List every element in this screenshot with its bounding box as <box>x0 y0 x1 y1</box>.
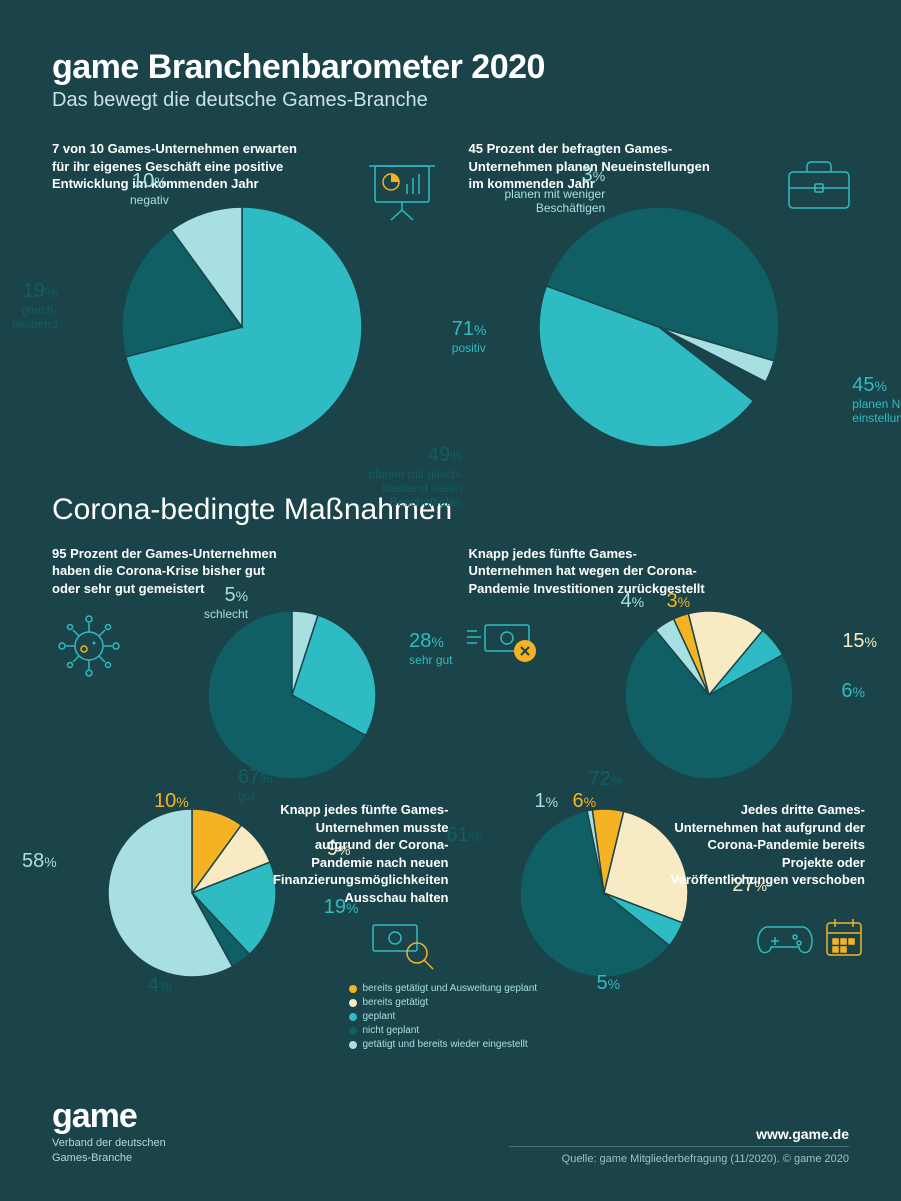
legend-item: geplant <box>349 1011 850 1022</box>
legend-item: bereits getätigt <box>349 997 850 1008</box>
gamepad-calendar-icon <box>757 909 865 963</box>
money-cancel-icon <box>465 619 543 667</box>
pie5-label-4: 58% <box>22 849 57 873</box>
pie5-label-0: 10% <box>154 789 189 813</box>
pie4: 3%15%6%72%4% <box>569 611 850 779</box>
pie5-blurb: Knapp jedes fünfte Games-Unternehmen mus… <box>259 801 449 906</box>
pie3-label-1: 67%gut <box>238 765 273 803</box>
pie6-label-4: 1% <box>535 789 559 813</box>
pie2-label-0: 45%planen Neu-einstellungen <box>852 373 901 426</box>
pie4-label-2: 6% <box>841 679 865 703</box>
virus-icon <box>48 605 130 687</box>
footer-divider <box>509 1146 849 1147</box>
logo: game <box>52 1097 166 1136</box>
pie6-label-0: 6% <box>573 789 597 813</box>
legend: bereits getätigt und Ausweitung geplant b… <box>349 983 850 1050</box>
pie1-label-1: 19%gleich-bleibend <box>12 279 57 332</box>
pie1-label-2: 10%negativ <box>130 169 169 207</box>
pie6-label-3: 61% <box>447 823 482 847</box>
pie4-label-1: 15% <box>842 629 877 653</box>
pie6-blurb: Jedes dritte Games-Unternehmen hat aufgr… <box>665 801 865 889</box>
pie4-label-4: 4% <box>621 589 645 613</box>
pie2-label-1: 49%planen mit gleich-bleibend vielenBesc… <box>369 443 463 510</box>
pie1-blurb: 7 von 10 Games-Unternehmen erwarten für … <box>52 140 312 193</box>
association-name: Verband der deutschenGames-Branche <box>52 1136 166 1165</box>
page-subtitle: Das bewegt die deutsche Games-Branche <box>52 89 849 112</box>
pie3: 28%sehr gut67%gut5%schlecht <box>152 611 433 779</box>
pie4-label-3: 72% <box>589 767 624 791</box>
legend-item: bereits getätigt und Ausweitung geplant <box>349 983 850 994</box>
pie2: 45%planen Neu-einstellungen49%planen mit… <box>469 207 850 447</box>
money-search-icon <box>367 919 441 971</box>
briefcase-icon <box>783 154 855 212</box>
legend-item: nicht geplant <box>349 1025 850 1036</box>
legend-item: getätigt und bereits wieder eingestellt <box>349 1039 850 1050</box>
page-title: game Branchenbarometer 2020 <box>52 48 849 87</box>
pie4-label-0: 3% <box>667 589 691 613</box>
pie3-label-0: 28%sehr gut <box>409 629 452 667</box>
pie1: 71%positiv19%gleich-bleibend10%negativ <box>52 207 433 447</box>
footer-url: www.game.de <box>509 1126 849 1142</box>
pie3-label-2: 5%schlecht <box>204 583 248 621</box>
pie2-label-2: 3%planen mit wenigerBeschäftigen <box>505 163 606 216</box>
footer-source: Quelle: game Mitgliederbefragung (11/202… <box>509 1153 849 1165</box>
